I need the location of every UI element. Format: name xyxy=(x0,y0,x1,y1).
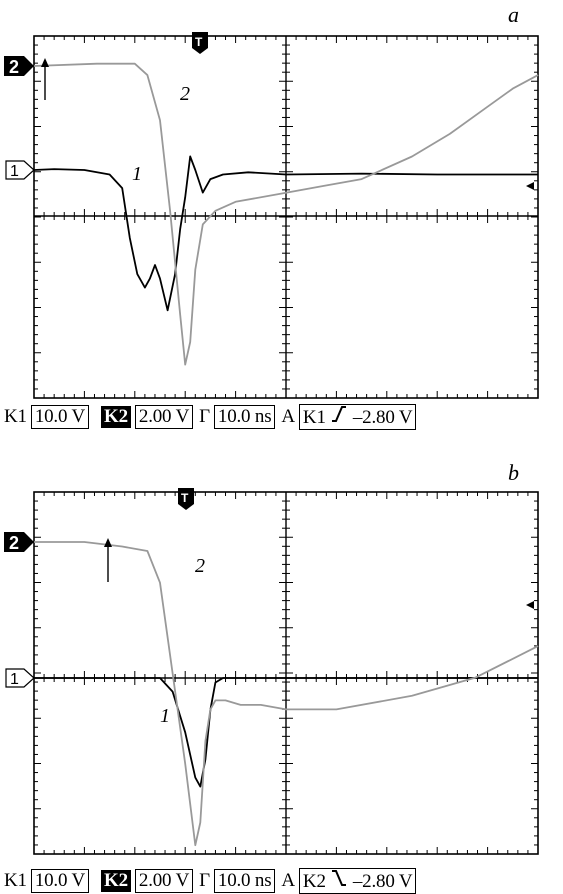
ch2-scale: 2.00 V xyxy=(134,405,194,429)
trigger-box: K2 –2.80 V xyxy=(298,868,417,894)
svg-text:2: 2 xyxy=(9,533,19,553)
trigger-source: K2 xyxy=(302,871,326,892)
status-bar-a: K1 10.0 V K2 2.00 V Γ 10.0 ns A K1 –2.80… xyxy=(4,404,422,430)
panel-label-b: b xyxy=(508,460,519,485)
ch2-name: K2 xyxy=(101,406,131,428)
annotation-arrow-icon xyxy=(104,538,112,582)
trigger-box: K1 –2.80 V xyxy=(298,404,417,430)
scope-plot-a: 2 1 2 1 T xyxy=(4,32,539,399)
time-symbol: Γ xyxy=(199,870,210,891)
rising-slope-icon xyxy=(332,406,347,422)
trigger-mode: A xyxy=(281,870,295,891)
channel-1-marker: 1 xyxy=(5,160,35,180)
scope-plot-b: 2 1 2 1 T xyxy=(4,488,539,855)
falling-slope-icon xyxy=(332,870,347,886)
ch1-name: K1 xyxy=(4,406,27,427)
trigger-marker: T xyxy=(178,488,194,510)
trigger-level-arrow-icon xyxy=(526,601,534,609)
trigger-level-arrow-icon xyxy=(526,182,534,190)
graticule-ticks xyxy=(34,36,538,398)
trace-label-2: 2 xyxy=(180,83,190,105)
ch2-scale: 2.00 V xyxy=(134,869,194,893)
trigger-mode: A xyxy=(281,406,295,427)
panel-label-a: a xyxy=(508,2,519,27)
svg-text:1: 1 xyxy=(10,163,19,180)
trigger-source: K1 xyxy=(302,407,326,428)
panel-b: 2 1 2 1 T b K1 10.0 V K2 2.00 V Γ 10.0 ns A … xyxy=(0,452,563,894)
svg-text:T: T xyxy=(181,491,189,505)
ch2-name: K2 xyxy=(101,870,131,892)
annotation-arrow-icon xyxy=(41,58,49,100)
ch1-scale: 10.0 V xyxy=(30,869,90,893)
channel-2-marker: 2 xyxy=(4,56,34,77)
trace-label-2: 2 xyxy=(195,555,205,577)
time-scale: 10.0 ns xyxy=(213,869,276,893)
graticule-ticks xyxy=(34,492,538,854)
trace-1 xyxy=(33,155,538,312)
status-bar-b: K1 10.0 V K2 2.00 V Γ 10.0 ns A K2 –2.80… xyxy=(4,868,422,894)
trigger-marker: T xyxy=(192,32,208,54)
trace-1 xyxy=(34,677,538,788)
svg-text:T: T xyxy=(195,35,203,49)
trigger-level: –2.80 V xyxy=(352,407,413,428)
panel-a: 2 1 2 1 T a K1 10.0 V K2 2.00 V Γ 10.0 ns A … xyxy=(0,0,563,442)
ch1-scale: 10.0 V xyxy=(30,405,90,429)
svg-text:1: 1 xyxy=(10,671,19,688)
svg-text:2: 2 xyxy=(9,57,19,77)
time-scale: 10.0 ns xyxy=(213,405,276,429)
channel-1-marker: 1 xyxy=(5,668,35,688)
trace-label-1: 1 xyxy=(132,163,142,185)
trigger-level: –2.80 V xyxy=(352,871,413,892)
channel-2-marker: 2 xyxy=(4,532,34,553)
trace-label-1: 1 xyxy=(160,705,170,727)
time-symbol: Γ xyxy=(199,406,210,427)
trace-2 xyxy=(34,541,539,847)
ch1-name: K1 xyxy=(4,870,27,891)
trace-2 xyxy=(33,62,539,366)
